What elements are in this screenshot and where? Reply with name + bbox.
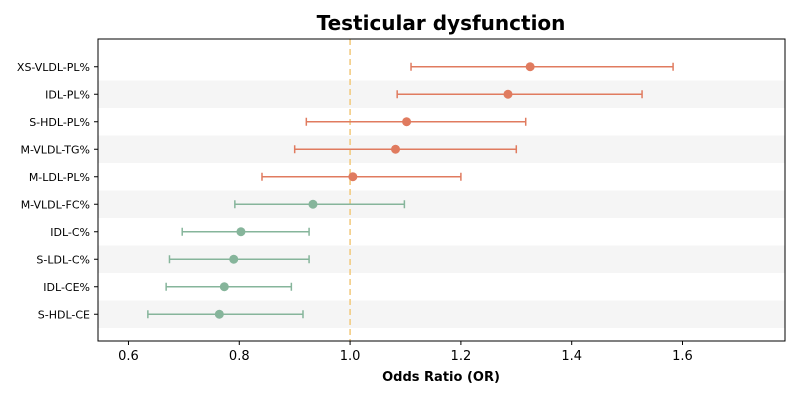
- forest-row: [305, 117, 527, 127]
- forest-row: [410, 62, 674, 72]
- y-axis-ticks: XS-VLDL-PL% IDL-PL% S-HDL-PL% M-VLDL-TG% M-L…: [17, 61, 98, 321]
- row-band: [98, 190, 785, 218]
- forest-row: [234, 199, 406, 209]
- x-tick-label: 0.8: [229, 349, 250, 364]
- y-tick-label: S-HDL-CE: [38, 308, 90, 321]
- y-tick-label: IDL-C%: [50, 226, 90, 239]
- or-point: [503, 89, 513, 99]
- row-bands: [98, 80, 785, 328]
- x-tick-label: 1.2: [451, 349, 472, 364]
- x-tick-label: 1.6: [672, 349, 693, 364]
- or-point: [391, 144, 401, 154]
- chart-title: Testicular dysfunction: [317, 11, 566, 35]
- y-tick-label: IDL-CE%: [43, 281, 90, 294]
- y-tick-label: M-VLDL-TG%: [20, 143, 90, 156]
- forest-row: [168, 254, 310, 264]
- or-point: [308, 199, 318, 209]
- y-tick-label: S-HDL-PL%: [29, 116, 90, 129]
- y-tick-label: XS-VLDL-PL%: [17, 61, 90, 74]
- or-point: [219, 282, 229, 292]
- or-point: [229, 254, 239, 264]
- forest-row: [147, 309, 304, 319]
- or-point: [402, 117, 412, 127]
- forest-row: [181, 227, 310, 237]
- or-point: [214, 309, 224, 319]
- x-tick-label: 1.0: [340, 349, 361, 364]
- or-point: [525, 62, 535, 72]
- x-tick-label: 0.6: [118, 349, 139, 364]
- chart-marks: [147, 62, 674, 319]
- or-point: [236, 227, 246, 237]
- plot-frame: [97, 38, 786, 342]
- forest-row: [165, 282, 293, 292]
- forest-row: [396, 89, 643, 99]
- y-tick-label: IDL-PL%: [45, 88, 90, 101]
- forest-row: [293, 144, 518, 154]
- or-point: [348, 172, 358, 182]
- x-axis-ticks: 0.6 0.8 1.0 1.2 1.4 1.6: [118, 341, 693, 364]
- forest-row: [261, 172, 462, 182]
- x-axis-label: Odds Ratio (OR): [382, 370, 500, 385]
- y-tick-label: M-LDL-PL%: [29, 171, 90, 184]
- x-tick-label: 1.4: [561, 349, 582, 364]
- y-tick-label: M-VLDL-FC%: [21, 198, 90, 211]
- y-tick-label: S-LDL-C%: [36, 253, 90, 266]
